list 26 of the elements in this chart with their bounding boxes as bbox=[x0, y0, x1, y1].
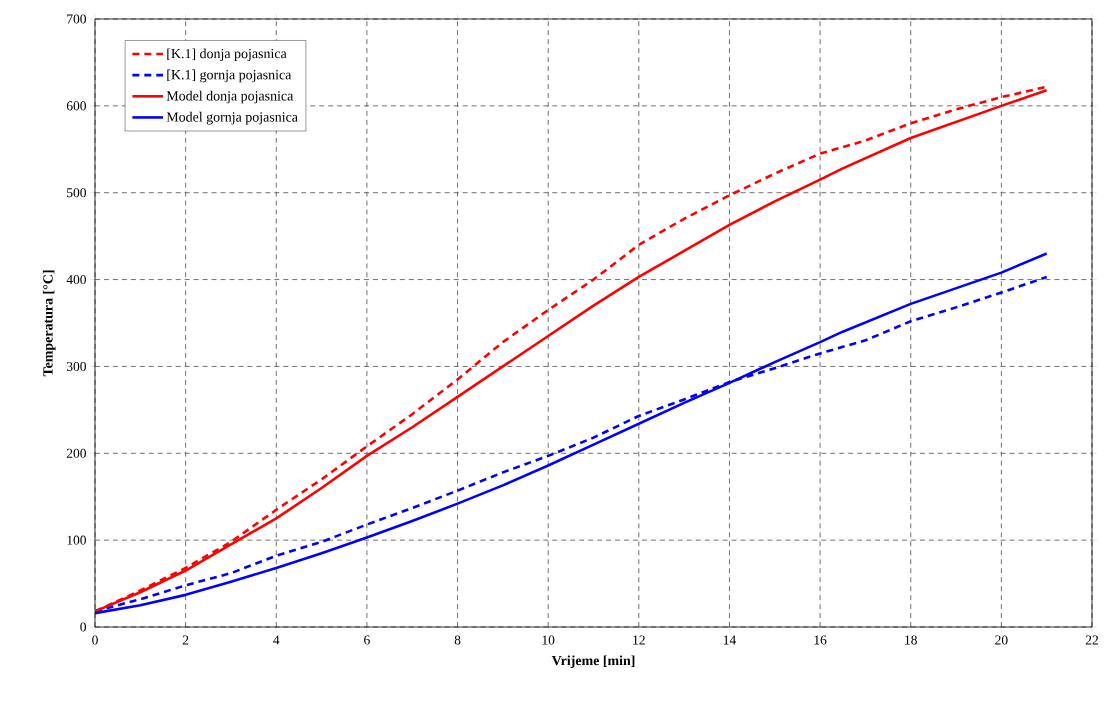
y-tick-label: 400 bbox=[66, 275, 86, 285]
x-tick-label: 6 bbox=[364, 635, 370, 645]
x-tick-label: 22 bbox=[1085, 635, 1098, 645]
x-tick-label: 16 bbox=[814, 635, 827, 645]
y-tick-label: 100 bbox=[67, 535, 86, 545]
x-tick-label: 10 bbox=[542, 635, 555, 645]
x-tick-label: 12 bbox=[633, 635, 645, 645]
x-tick-label: 2 bbox=[182, 635, 189, 645]
legend-label: Model gornja pojasnica bbox=[166, 111, 298, 125]
legend-label: Model donja pojasnica bbox=[166, 90, 294, 104]
y-tick-label: 300 bbox=[66, 361, 86, 371]
y-tick-label: 600 bbox=[66, 101, 86, 111]
y-tick-label: 500 bbox=[67, 188, 86, 198]
x-axis-title: Vrijeme [min] bbox=[551, 655, 635, 669]
x-tick-label: 4 bbox=[273, 635, 280, 645]
legend-label: [K.1] donja pojasnica bbox=[167, 48, 287, 62]
y-tick-label: 0 bbox=[80, 622, 86, 632]
y-axis-title: Temperatura [°C] bbox=[42, 270, 56, 377]
x-tick-label: 8 bbox=[454, 635, 461, 645]
x-tick-label: 0 bbox=[92, 635, 98, 645]
y-tick-label: 700 bbox=[67, 14, 86, 24]
legend-label: [K.1] gornja pojasnica bbox=[167, 69, 292, 83]
x-tick-label: 20 bbox=[995, 635, 1008, 645]
x-tick-label: 14 bbox=[723, 635, 736, 645]
y-tick-label: 200 bbox=[66, 448, 86, 458]
x-tick-label: 18 bbox=[905, 635, 917, 645]
